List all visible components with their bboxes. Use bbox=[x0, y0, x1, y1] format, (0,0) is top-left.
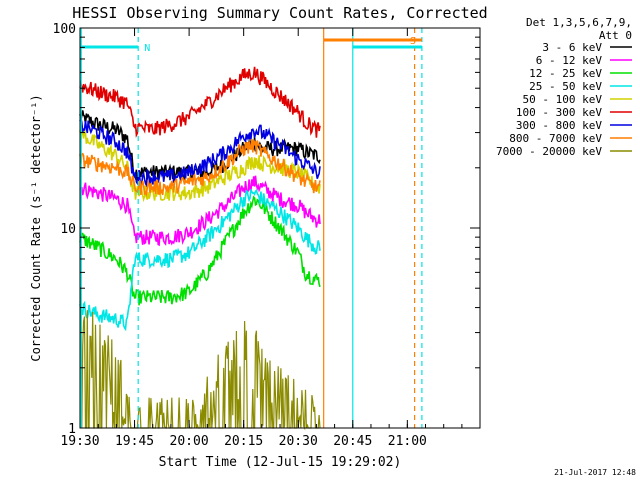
x-tick-label-3: 20:15 bbox=[224, 434, 263, 449]
x-tick-label-0: 19:30 bbox=[60, 434, 99, 449]
legend-header-line-2: Att 0 bbox=[599, 29, 632, 42]
series-line-1 bbox=[79, 175, 321, 247]
series-line-6 bbox=[79, 117, 321, 189]
x-axis: 19:30 19:45 20:00 20:15 20:30 20:45 21:00 bbox=[60, 28, 463, 449]
y-tick-label-2: 100 bbox=[53, 22, 76, 37]
x-tick-label-6: 21:00 bbox=[388, 434, 427, 449]
x-axis-label: Start Time (12-Jul-15 19:29:02) bbox=[159, 455, 402, 470]
legend-label-6: 300 - 800 keV bbox=[516, 119, 602, 132]
series-line-7 bbox=[79, 138, 321, 197]
x-tick-label-2: 20:00 bbox=[170, 434, 209, 449]
legend-label-5: 100 - 300 keV bbox=[516, 106, 602, 119]
footer-date: 21-Jul-2017 12:48 bbox=[554, 468, 636, 477]
series-line-2 bbox=[79, 195, 321, 306]
x-tick-label-4: 20:30 bbox=[279, 434, 318, 449]
legend-label-1: 6 - 12 keV bbox=[536, 54, 603, 67]
flag-label-1: S bbox=[410, 36, 416, 47]
chart-title: HESSI Observing Summary Count Rates, Cor… bbox=[72, 4, 487, 22]
legend-label-4: 50 - 100 keV bbox=[523, 93, 603, 106]
y-axis: 1 10 100 bbox=[53, 22, 480, 437]
series-line-8 bbox=[79, 286, 321, 431]
y-tick-label-0: 1 bbox=[68, 422, 76, 437]
series-line-3 bbox=[79, 188, 321, 332]
y-axis-label: Corrected Count Rate (s⁻¹ detector⁻¹) bbox=[29, 94, 43, 361]
plot-data: NS bbox=[79, 28, 423, 431]
legend-header-line-1: Det 1,3,5,6,7,9, bbox=[526, 16, 632, 29]
x-tick-label-1: 19:45 bbox=[115, 434, 154, 449]
legend-label-2: 12 - 25 keV bbox=[529, 67, 602, 80]
series-line-5 bbox=[79, 66, 321, 139]
flag-label-0: N bbox=[144, 43, 150, 54]
legend-label-0: 3 - 6 keV bbox=[542, 41, 602, 54]
legend-label-3: 25 - 50 keV bbox=[529, 80, 602, 93]
legend-label-8: 7000 - 20000 keV bbox=[496, 145, 602, 158]
y-tick-label-1: 10 bbox=[60, 222, 76, 237]
legend-label-7: 800 - 7000 keV bbox=[509, 132, 602, 145]
x-tick-label-5: 20:45 bbox=[333, 434, 372, 449]
